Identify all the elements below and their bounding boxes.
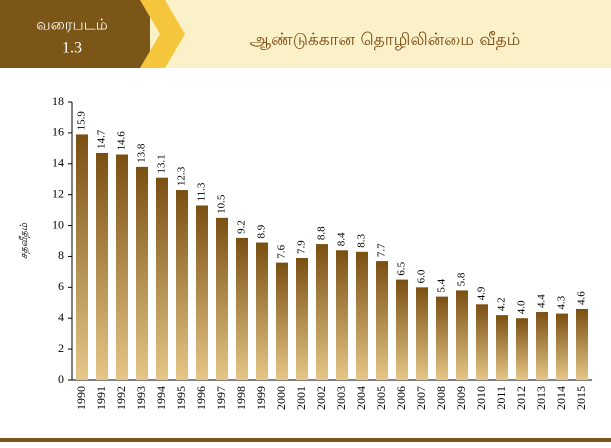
bar	[436, 296, 448, 380]
x-tick-label: 1992	[114, 386, 128, 410]
value-label: 7.9	[296, 240, 308, 254]
bar	[196, 205, 208, 380]
x-tick-label: 2015	[574, 386, 588, 410]
y-tick-label: 12	[52, 186, 64, 200]
bar	[76, 134, 88, 380]
bar	[236, 237, 248, 380]
bar	[256, 242, 268, 380]
bar	[576, 308, 588, 380]
x-tick-label: 2003	[334, 386, 348, 410]
bar	[216, 217, 228, 380]
y-tick-label: 10	[52, 217, 64, 231]
bar	[516, 318, 528, 380]
x-tick-label: 2000	[274, 386, 288, 410]
y-tick-label: 0	[58, 372, 64, 386]
x-tick-label: 1990	[74, 386, 88, 410]
x-tick-label: 1994	[154, 386, 168, 410]
value-label: 4.0	[516, 300, 528, 314]
bar	[536, 312, 548, 380]
bar	[116, 154, 128, 380]
x-tick-label: 1991	[94, 386, 108, 410]
x-tick-label: 1998	[234, 386, 248, 410]
bar	[136, 166, 148, 380]
value-label: 13.1	[156, 154, 168, 173]
x-tick-label: 2009	[454, 386, 468, 410]
y-tick-label: 4	[58, 310, 64, 324]
y-tick-label: 16	[52, 125, 64, 139]
value-label: 6.0	[416, 269, 428, 283]
bar	[556, 313, 568, 380]
value-label: 7.6	[276, 244, 288, 258]
y-tick-label: 6	[58, 279, 64, 293]
header-label: வரைபடம்	[36, 16, 107, 34]
bar	[416, 287, 428, 380]
value-label: 8.3	[356, 234, 368, 248]
value-label: 10.5	[216, 194, 228, 214]
value-label: 4.9	[476, 286, 488, 300]
y-tick-label: 8	[58, 248, 64, 262]
value-label: 8.8	[316, 226, 328, 240]
y-tick-label: 2	[58, 341, 64, 355]
value-label: 14.7	[96, 129, 108, 149]
value-label: 4.4	[536, 294, 548, 308]
x-tick-label: 2012	[514, 386, 528, 410]
bar	[456, 290, 468, 380]
value-label: 13.8	[136, 143, 148, 163]
value-label: 5.4	[436, 278, 448, 292]
bar	[176, 190, 188, 380]
bar	[276, 262, 288, 380]
x-tick-label: 2002	[314, 386, 328, 410]
x-tick-label: 1996	[194, 386, 208, 410]
chart-title: ஆண்டுக்கான தொழிலின்மை வீதம்	[250, 30, 521, 50]
value-label: 4.2	[496, 297, 508, 311]
bar	[476, 304, 488, 380]
bar	[96, 152, 108, 380]
x-tick-label: 1995	[174, 386, 188, 410]
value-label: 8.9	[256, 224, 268, 238]
value-label: 15.9	[76, 111, 88, 131]
x-tick-label: 2013	[534, 386, 548, 410]
bar	[396, 279, 408, 380]
bar	[336, 250, 348, 380]
x-tick-label: 1999	[254, 386, 268, 410]
bar	[496, 315, 508, 380]
x-tick-label: 2001	[294, 386, 308, 410]
x-tick-label: 2005	[374, 386, 388, 410]
value-label: 4.3	[556, 295, 568, 309]
value-label: 14.6	[116, 131, 128, 151]
value-label: 4.6	[576, 291, 588, 305]
header-box	[0, 0, 150, 68]
x-tick-label: 1997	[214, 386, 228, 410]
header-band	[150, 0, 611, 68]
header-chevron	[140, 0, 185, 68]
x-tick-label: 2010	[474, 386, 488, 410]
value-label: 11.3	[196, 182, 208, 201]
x-tick-label: 1993	[134, 386, 148, 410]
y-tick-label: 14	[52, 156, 64, 170]
bar	[156, 177, 168, 380]
value-label: 8.4	[336, 232, 348, 246]
bar	[296, 257, 308, 380]
y-tick-label: 18	[52, 94, 64, 108]
header-number: 1.3	[62, 40, 82, 57]
value-label: 5.8	[456, 272, 468, 286]
value-label: 9.2	[236, 220, 248, 234]
x-tick-label: 2008	[434, 386, 448, 410]
y-axis-label: சதவீதம்	[18, 222, 31, 259]
x-tick-label: 2006	[394, 386, 408, 410]
x-tick-label: 2011	[494, 386, 508, 410]
value-label: 6.5	[396, 261, 408, 275]
bar	[376, 261, 388, 380]
x-tick-label: 2004	[354, 386, 368, 410]
footer-rule	[0, 438, 611, 442]
x-tick-label: 2007	[414, 386, 428, 410]
bar	[316, 244, 328, 380]
x-tick-label: 2014	[554, 386, 568, 410]
bar	[356, 251, 368, 380]
value-label: 12.3	[176, 166, 188, 186]
value-label: 7.7	[376, 243, 388, 257]
